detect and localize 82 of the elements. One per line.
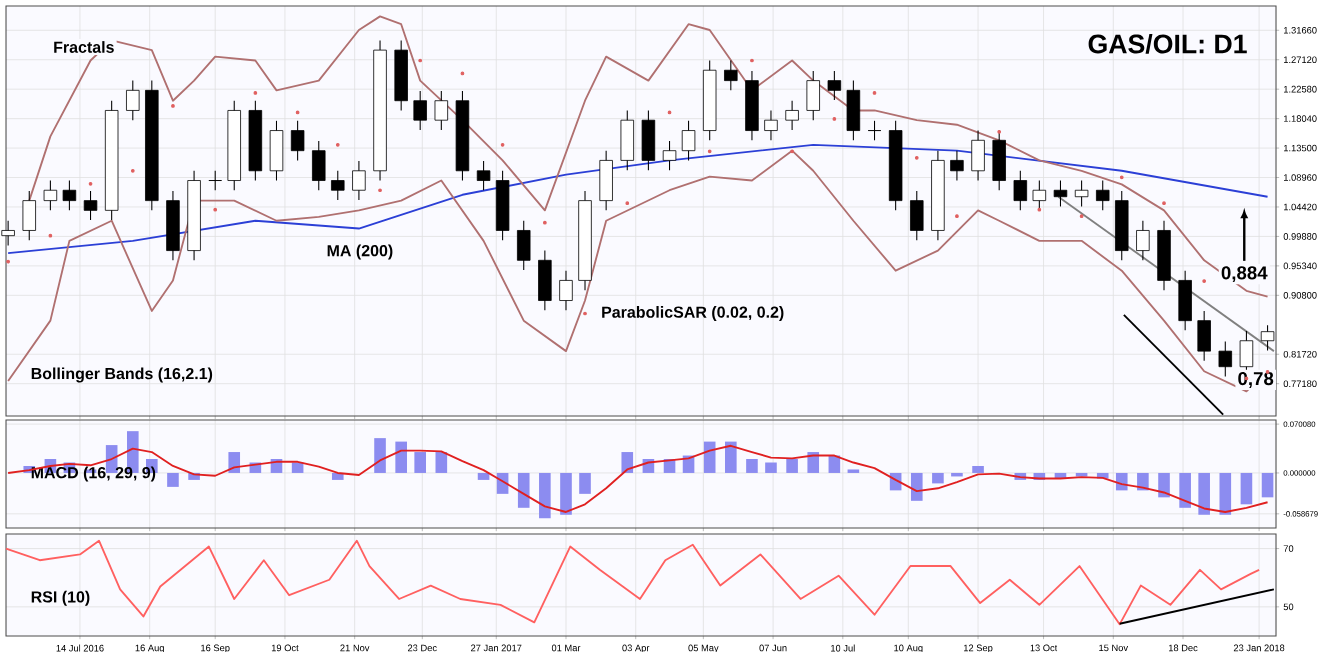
- candlestick: [22, 190, 36, 241]
- candlestick: [785, 100, 799, 131]
- bar: [1240, 472, 1253, 505]
- candlestick: [662, 140, 677, 171]
- candlestick: [1260, 324, 1275, 352]
- bar: [765, 462, 777, 473]
- candlestick: [867, 120, 882, 141]
- bar: [972, 465, 984, 473]
- candlestick: [434, 90, 449, 131]
- candlestick: [43, 179, 58, 211]
- bar: [435, 452, 448, 473]
- candlestick: [312, 140, 326, 191]
- bar: [579, 472, 591, 494]
- bar: [477, 472, 490, 480]
- candlestick: [1095, 179, 1110, 211]
- series-label: MA (200): [327, 244, 393, 260]
- bar: [1198, 472, 1210, 515]
- candlestick: [1013, 170, 1028, 211]
- candlestick: [681, 120, 696, 161]
- candlestick: [559, 270, 573, 311]
- series-label: RSI (10): [31, 590, 90, 606]
- candlestick: [1178, 270, 1192, 331]
- bar: [725, 441, 737, 473]
- candlestick: [476, 160, 491, 191]
- candlestick: [599, 150, 613, 211]
- line-series: [7, 444, 1269, 513]
- candlestick: [538, 250, 552, 311]
- bar: [1261, 472, 1274, 498]
- candlestick: [1032, 179, 1047, 211]
- annotation: 0,78: [1238, 371, 1274, 388]
- candlestick: [724, 59, 738, 91]
- candlestick: [413, 90, 427, 131]
- bar: [414, 452, 426, 473]
- candlestick: [1053, 179, 1068, 208]
- candlestick: [83, 190, 98, 221]
- bar: [167, 472, 179, 487]
- bar: [560, 472, 572, 515]
- candlestick: [1218, 340, 1233, 377]
- bar: [395, 441, 407, 473]
- bar: [746, 459, 758, 473]
- bar: [1179, 472, 1191, 508]
- annotation: Fractals: [54, 41, 114, 53]
- candlestick: [827, 70, 842, 101]
- candlestick: [331, 170, 345, 201]
- candlestick: [290, 120, 305, 161]
- candlestick: [992, 130, 1006, 191]
- bar: [331, 472, 344, 480]
- series-label: Bollinger Bands (16,2.1): [31, 367, 213, 383]
- candlestick: [126, 80, 140, 121]
- series-label: MACD (16, 29, 9): [31, 466, 156, 482]
- bar: [517, 472, 530, 508]
- candlestick: [910, 190, 924, 241]
- candlestick: [516, 220, 531, 271]
- candlestick: [1074, 179, 1089, 208]
- candlestick: [1136, 220, 1150, 261]
- bar: [1158, 472, 1170, 498]
- bar: [910, 472, 923, 501]
- text: GAS/OIL: D1: [1088, 33, 1247, 54]
- bar: [1219, 472, 1232, 515]
- bar: [807, 452, 820, 473]
- candlestick: [846, 80, 861, 141]
- bar: [621, 452, 634, 473]
- bar: [786, 459, 798, 473]
- candlestick: [1197, 310, 1211, 362]
- line-series: [5, 539, 1261, 626]
- candlestick: [620, 109, 635, 171]
- candlestick: [950, 150, 964, 182]
- candlestick: [1, 220, 15, 246]
- bar: [374, 438, 386, 473]
- candlestick: [269, 120, 284, 182]
- bar: [228, 452, 241, 473]
- candlestick: [62, 179, 77, 211]
- candlestick: [764, 109, 778, 141]
- candlestick: [208, 170, 222, 191]
- candlestick: [971, 130, 985, 182]
- candlestick: [806, 70, 820, 121]
- annotation: 0,884: [1221, 266, 1268, 283]
- series-label: ParabolicSAR (0.02, 0.2): [602, 306, 784, 321]
- bar: [539, 472, 551, 519]
- bar: [932, 472, 944, 484]
- candlestick: [641, 109, 656, 171]
- candlestick: [352, 160, 366, 201]
